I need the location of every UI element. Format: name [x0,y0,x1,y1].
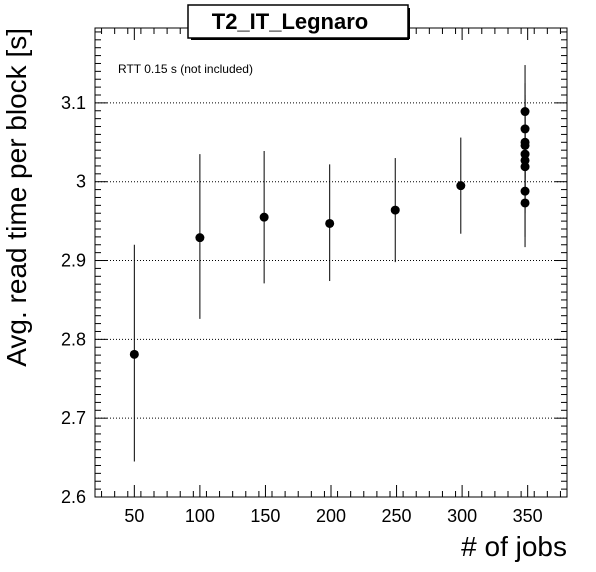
y-tick-label: 3 [76,172,86,192]
y-tick-label: 2.8 [61,329,86,349]
data-point [129,349,139,359]
data-point [259,212,269,222]
y-tick-label: 2.7 [61,408,86,428]
x-tick-label: 300 [447,506,477,526]
y-tick-label: 3.1 [61,93,86,113]
x-tick-label: 250 [382,506,412,526]
y-tick-label: 2.6 [61,487,86,507]
tick-labels: 2.6 2.7 2.8 2.9 3 3.1 50 100 150 200 250 300 350 [61,93,543,526]
y-tick-label: 2.9 [61,251,86,271]
y-axis-title: Avg. read time per block [s] [1,28,32,367]
x-axis-title: # of jobs [461,531,567,562]
data-point [195,233,205,243]
data-point [520,198,530,208]
title-box [187,4,409,39]
chart-annotation: RTT 0.15 s (not included) [118,62,253,76]
x-tick-label: 350 [513,506,543,526]
data-points [129,65,530,462]
x-tick-label: 50 [124,506,144,526]
x-tick-label: 150 [250,506,280,526]
data-point [325,218,335,228]
x-tick-label: 100 [185,506,215,526]
data-point [456,181,466,191]
chart-title: T2_IT_Legnaro [212,9,368,34]
data-point [390,205,400,215]
x-tick-label: 200 [316,506,346,526]
